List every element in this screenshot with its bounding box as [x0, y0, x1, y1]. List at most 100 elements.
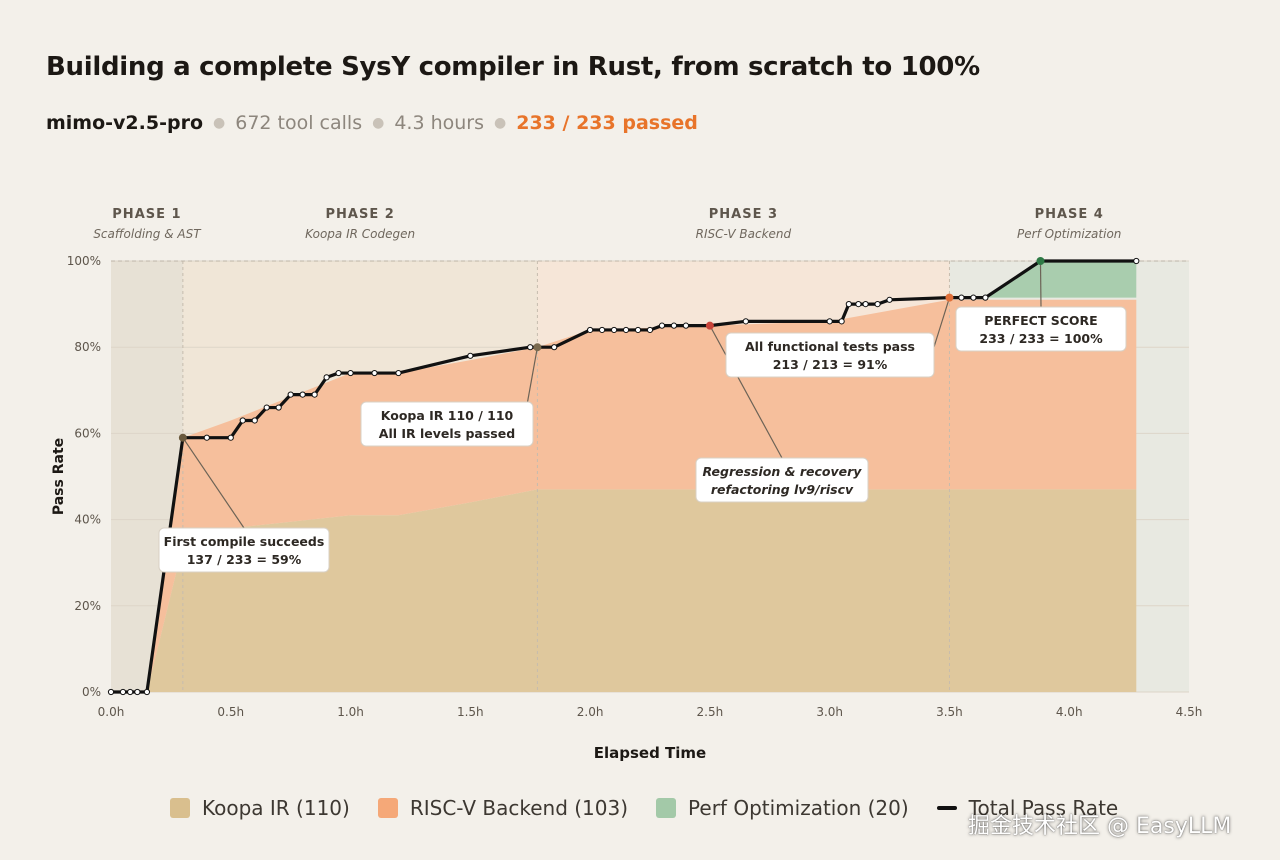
y-tick-label: 80% — [74, 340, 101, 354]
legend-item-koopa: Koopa IR (110) — [170, 796, 350, 820]
total-pass-rate-point — [886, 296, 893, 303]
total-pass-rate-point — [227, 434, 234, 441]
chart-title: Building a complete SysY compiler in Rus… — [46, 52, 980, 82]
x-tick-label: 0.5h — [217, 705, 244, 719]
total-pass-rate-point — [670, 322, 678, 329]
total-pass-rate-point — [347, 369, 354, 377]
annotation-4: All functional tests pass 213 / 213 = 91% — [725, 293, 954, 378]
total-pass-rate-point — [551, 344, 558, 351]
total-pass-rate-point — [862, 301, 869, 308]
y-tick-label: 60% — [74, 426, 101, 440]
annotation-box — [725, 332, 935, 378]
total-pass-rate-point — [287, 391, 294, 398]
pass-rate-chart: PHASE 1 Scaffolding & AST PHASE 2 Koopa IR … — [51, 207, 1202, 762]
area-perf-optimization — [985, 261, 1137, 298]
annotation-text: 233 / 233 = 100% — [979, 331, 1103, 346]
total-pass-rate-point — [299, 391, 306, 398]
annotation-box — [955, 306, 1127, 352]
total-pass-rate-point — [958, 294, 965, 301]
legend-label-riscv: RISC-V Backend (103) — [409, 796, 629, 820]
total-pass-rate-point — [610, 326, 618, 334]
legend-label-total: Total Pass Rate — [968, 796, 1119, 820]
total-pass-rate-point — [587, 326, 594, 334]
annotation-text: Regression & recovery — [703, 464, 863, 479]
total-pass-rate-point — [251, 417, 258, 424]
x-tick-label: 4.0h — [1056, 705, 1083, 719]
phase-desc-3: RISC-V Backend — [696, 227, 792, 241]
x-axis-label: Elapsed Time — [594, 744, 707, 762]
phase-label-4: PHASE 4 — [1035, 207, 1104, 222]
annotation-leader — [182, 437, 245, 529]
annotation-text: All IR levels passed — [379, 426, 515, 441]
phase-desc-2: Koopa IR Codegen — [305, 227, 415, 241]
legend-label-koopa: Koopa IR (110) — [202, 796, 350, 820]
x-tick-label: 3.5h — [936, 705, 963, 719]
y-tick-label: 100% — [67, 254, 101, 268]
separator-dot: ● — [372, 115, 385, 131]
y-tick-label: 0% — [82, 685, 101, 699]
phase-label-3: PHASE 3 — [709, 207, 778, 222]
total-pass-rate-point — [311, 391, 318, 398]
legend-line-total — [936, 806, 957, 810]
annotation-text: 137 / 233 = 59% — [187, 552, 302, 567]
model-name: mimo-v2.5-pro — [46, 112, 204, 134]
tool-calls-stat: 672 tool calls — [235, 112, 363, 134]
total-pass-rate-point — [1133, 257, 1140, 265]
annotation-text: Koopa IR 110 / 110 — [381, 408, 514, 423]
total-pass-rate-point — [682, 322, 690, 329]
legend-item-perf: Perf Optimization (20) — [656, 796, 909, 820]
total-pass-rate-point — [107, 688, 115, 696]
annotation-3: Regression & recovery refactoring lv9/ris… — [695, 321, 869, 503]
total-pass-rate-point — [143, 688, 151, 696]
annotation-leader — [1039, 260, 1042, 308]
watermark: 掘金技术社区 @ EasyLLM — [968, 814, 1232, 839]
annotation-box — [695, 457, 869, 503]
annotation-marker — [1036, 257, 1045, 265]
total-pass-rate-point — [646, 326, 654, 334]
total-pass-rate-point — [527, 344, 534, 351]
annotation-text: All functional tests pass — [745, 339, 915, 354]
annotation-leader — [709, 325, 783, 459]
x-tick-label: 1.5h — [457, 705, 484, 719]
total-pass-rate-point — [855, 301, 862, 308]
phase-desc-4: Perf Optimization — [1017, 227, 1121, 241]
total-pass-rate-point — [658, 322, 666, 329]
total-pass-rate-point — [742, 318, 749, 325]
total-pass-rate-point — [371, 369, 378, 377]
y-tick-label: 40% — [74, 513, 101, 527]
total-pass-rate-point — [838, 318, 845, 325]
phase-label-2: PHASE 2 — [325, 207, 394, 222]
y-axis-label: Pass Rate — [51, 438, 67, 515]
hours-stat: 4.3 hours — [394, 112, 485, 134]
x-tick-label: 2.0h — [577, 705, 604, 719]
phase-label-1: PHASE 1 — [112, 207, 181, 222]
total-pass-rate-point — [874, 301, 881, 308]
chart-subtitle: mimo-v2.5-pro ● 672 tool calls ● 4.3 hours ● 2… — [46, 112, 698, 134]
total-pass-rate-point — [323, 374, 330, 381]
annotation-text: First compile succeeds — [164, 534, 325, 549]
total-pass-rate-point — [239, 417, 246, 424]
separator-dot: ● — [213, 115, 226, 131]
total-pass-rate-point — [970, 294, 977, 301]
annotation-text: PERFECT SCORE — [984, 313, 1097, 328]
total-pass-rate-point — [598, 326, 606, 334]
total-pass-rate-point — [826, 318, 833, 325]
total-pass-rate-point — [134, 688, 141, 696]
annotation-marker — [178, 433, 187, 442]
area-koopa-ir — [111, 489, 1137, 692]
total-pass-rate-point — [395, 369, 402, 377]
total-pass-rate-point — [982, 294, 989, 301]
legend-item-riscv: RISC-V Backend (103) — [377, 796, 629, 820]
phase-desc-1: Scaffolding & AST — [93, 227, 202, 241]
area-riscv-backend — [111, 299, 1137, 692]
y-tick-label: 20% — [74, 599, 101, 613]
annotation-box — [360, 401, 534, 447]
total-pass-rate-point — [263, 404, 270, 411]
annotation-1: First compile succeeds 137 / 233 = 59% — [158, 433, 330, 573]
annotation-text: refactoring lv9/riscv — [711, 482, 854, 497]
annotation-5: PERFECT SCORE 233 / 233 = 100% — [955, 257, 1127, 352]
total-pass-rate-point — [119, 688, 127, 696]
annotation-marker — [533, 343, 542, 352]
legend-swatch-perf — [656, 798, 677, 818]
